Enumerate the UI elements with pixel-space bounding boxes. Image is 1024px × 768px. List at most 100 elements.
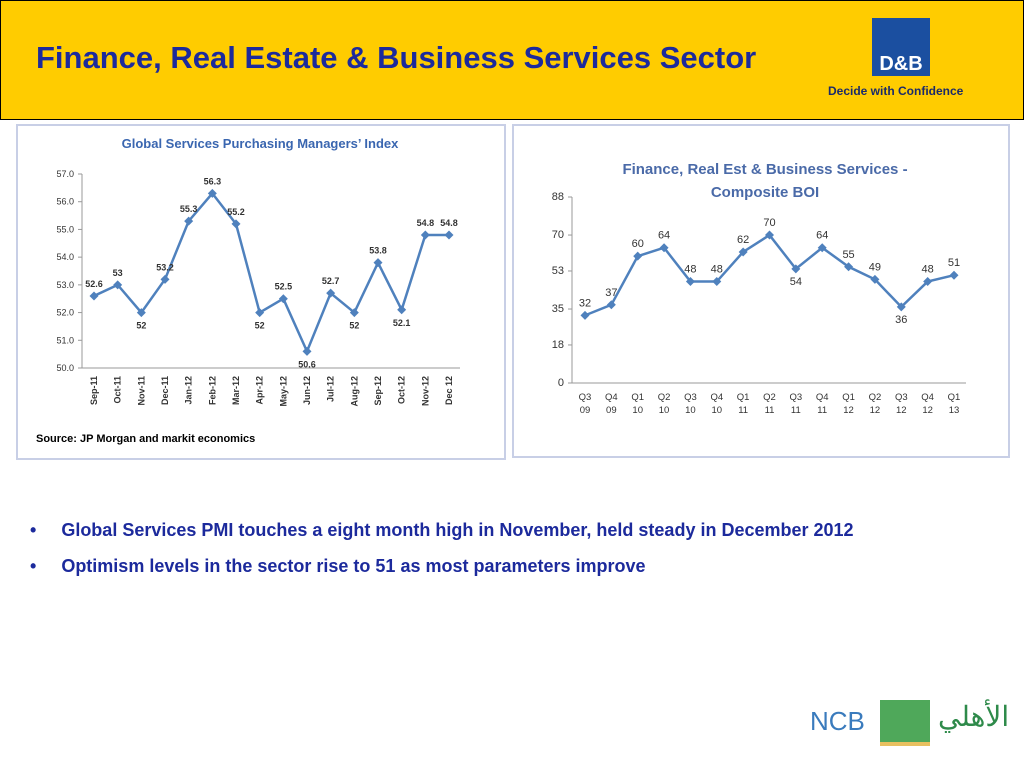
point bbox=[817, 243, 827, 253]
data-label: 56.3 bbox=[204, 176, 222, 186]
chart-title: Finance, Real Est & Business Services - … bbox=[622, 161, 908, 201]
data-label: 52.7 bbox=[322, 276, 340, 286]
x-tick-label: Q4 11 bbox=[815, 392, 829, 416]
data-label: 52.5 bbox=[275, 282, 293, 292]
point bbox=[685, 277, 695, 287]
data-label: 64 bbox=[658, 230, 670, 242]
x-tick-label: Dec 12 bbox=[444, 376, 454, 405]
y-tick-label: 56.0 bbox=[56, 197, 74, 207]
logo: D&B bbox=[872, 18, 930, 76]
footer-logo-arabic: الأهلي bbox=[938, 701, 1010, 732]
point bbox=[255, 308, 265, 318]
footer-icon bbox=[880, 700, 930, 746]
point bbox=[136, 308, 146, 318]
x-tick-label: Jun-12 bbox=[302, 376, 312, 405]
chart-title: Global Services Purchasing Managers’ Ind… bbox=[121, 136, 399, 151]
x-tick-label: Apr-12 bbox=[255, 376, 265, 405]
data-label: 54 bbox=[790, 276, 802, 288]
point bbox=[444, 230, 454, 240]
x-tick-label: Q4 09 bbox=[605, 392, 618, 416]
line bbox=[93, 191, 449, 355]
data-label: 54.8 bbox=[440, 218, 458, 228]
bullet: • Optimism levels in the sector rise to … bbox=[30, 556, 646, 576]
footer-logo: NCB bbox=[810, 706, 865, 736]
bullet-list: • Global Services PMI touches a eight mo… bbox=[30, 512, 1010, 584]
point bbox=[420, 230, 430, 240]
x-tick-label: Q1 11 bbox=[736, 392, 750, 416]
point bbox=[765, 230, 774, 240]
y-tick-label: 54.0 bbox=[56, 252, 74, 262]
point bbox=[302, 346, 312, 356]
point bbox=[791, 264, 801, 274]
data-label: 52.6 bbox=[85, 279, 103, 289]
x-tick-label: Q1 10 bbox=[631, 392, 645, 416]
point bbox=[712, 277, 722, 287]
data-label: 64 bbox=[816, 230, 828, 242]
y-tick-label: 53.0 bbox=[56, 280, 74, 290]
x-tick-label: Sep-11 bbox=[89, 376, 99, 405]
point bbox=[606, 300, 616, 310]
chart-source: Source: JP Morgan and markit economics bbox=[36, 433, 256, 445]
chart-panel bbox=[512, 124, 1010, 458]
x-tick-label: Q3 10 bbox=[684, 392, 697, 416]
bullet: • Global Services PMI touches a eight mo… bbox=[30, 520, 854, 540]
point bbox=[207, 188, 217, 198]
x-tick-label: Oct-11 bbox=[113, 376, 123, 404]
y-tick-label: 88 bbox=[552, 191, 564, 203]
point bbox=[184, 216, 194, 226]
slide-title: Finance, Real Estate & Business Services… bbox=[36, 40, 757, 75]
point bbox=[326, 288, 336, 298]
data-label: 52 bbox=[255, 321, 265, 331]
tagline: Decide with Confidence bbox=[828, 84, 964, 98]
point bbox=[397, 305, 407, 315]
point bbox=[896, 302, 906, 312]
header bbox=[0, 0, 1024, 120]
data-label: 51 bbox=[948, 257, 960, 269]
x-tick-label: Mar-12 bbox=[231, 376, 241, 405]
x-tick-label: Q1 13 bbox=[947, 392, 961, 416]
point bbox=[949, 270, 959, 280]
data-label: 48 bbox=[922, 264, 934, 276]
bullet-text: Global Services PMI touches a eight mont… bbox=[61, 520, 854, 540]
x-tick-label: Feb-12 bbox=[207, 376, 217, 405]
point bbox=[580, 310, 590, 320]
y-tick-label: 52.0 bbox=[56, 308, 74, 318]
x-tick-label: Q4 10 bbox=[710, 392, 724, 416]
data-label: 32 bbox=[579, 297, 591, 309]
point bbox=[870, 274, 880, 284]
point bbox=[633, 251, 643, 261]
x-tick-label: Aug-12 bbox=[349, 376, 359, 407]
x-tick-label: Nov-11 bbox=[136, 376, 146, 406]
point bbox=[349, 308, 359, 318]
data-label: 70 bbox=[763, 217, 775, 229]
x-tick-label: May-12 bbox=[278, 376, 288, 407]
x-tick-label: Jul-12 bbox=[326, 376, 336, 402]
x-tick-label: Sep-12 bbox=[373, 376, 383, 406]
data-label: 60 bbox=[632, 238, 644, 250]
point bbox=[738, 247, 748, 257]
data-label: 54.8 bbox=[417, 218, 435, 228]
x-tick-label: Q1 12 bbox=[842, 392, 855, 416]
y-tick-label: 70 bbox=[552, 229, 564, 241]
data-label: 62 bbox=[737, 234, 749, 246]
point bbox=[160, 274, 170, 284]
y-tick-label: 55.0 bbox=[56, 224, 74, 234]
data-label: 55 bbox=[842, 249, 854, 261]
data-label: 53.2 bbox=[156, 262, 174, 272]
x-tick-label: Dec-11 bbox=[160, 376, 170, 405]
x-tick-label: Oct-12 bbox=[397, 376, 407, 404]
data-label: 53.8 bbox=[369, 246, 387, 256]
y-tick-label: 51.0 bbox=[56, 335, 74, 345]
x-tick-label: Q3 12 bbox=[894, 392, 908, 416]
data-label: 55.3 bbox=[180, 204, 198, 214]
x-tick-label: Q3 09 bbox=[578, 392, 592, 416]
point bbox=[373, 258, 383, 268]
data-label: 53 bbox=[113, 268, 123, 278]
point bbox=[278, 294, 288, 304]
point bbox=[89, 291, 99, 301]
data-label: 48 bbox=[711, 264, 723, 276]
data-label: 37 bbox=[605, 287, 617, 299]
y-tick-label: 35 bbox=[552, 303, 564, 315]
